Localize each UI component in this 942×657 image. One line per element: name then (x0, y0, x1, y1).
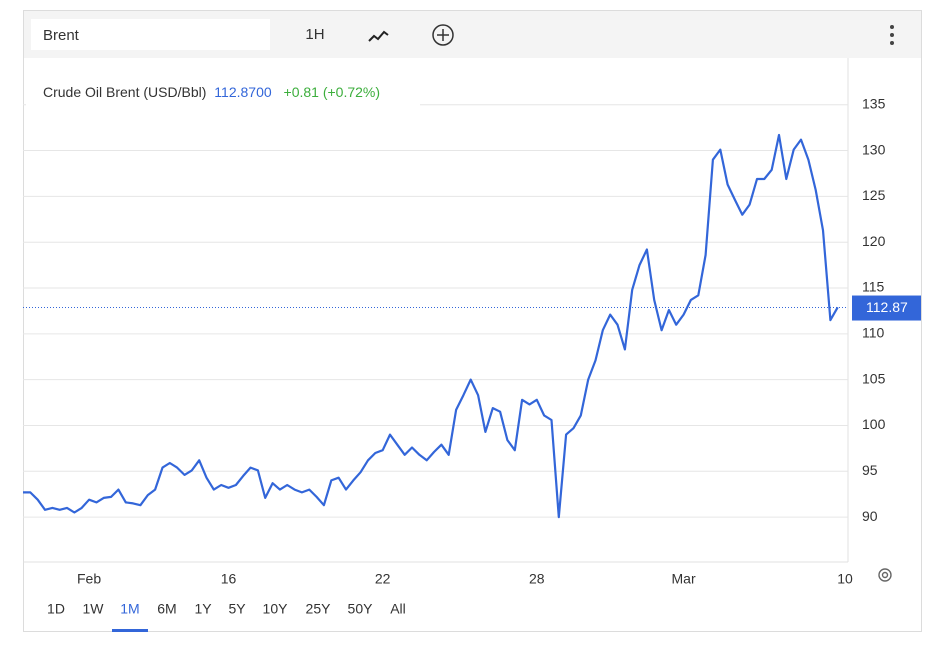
y-tick-label: 90 (862, 508, 878, 524)
price-tag-label: 112.87 (866, 299, 908, 315)
x-tick-label: 22 (375, 571, 391, 587)
y-tick-label: 110 (862, 325, 885, 341)
price-line (23, 133, 839, 519)
y-tick-label: 115 (862, 279, 885, 295)
settings-icon[interactable] (878, 568, 892, 582)
x-tick-label: Mar (672, 571, 696, 587)
range-buttons: 1D 1W 1M 6M 1Y 5Y 10Y 25Y 50Y All (47, 601, 406, 632)
price-tag (852, 295, 921, 321)
x-tick-label: 16 (221, 571, 237, 587)
y-tick-label: 105 (862, 370, 886, 386)
menu-icon[interactable] (890, 25, 894, 45)
x-tick-label: 10 (837, 571, 853, 587)
range-button[interactable]: 5Y (228, 601, 246, 617)
x-tick-label: 28 (529, 571, 545, 587)
range-button[interactable]: 1D (47, 601, 65, 617)
range-button[interactable]: 1Y (194, 601, 212, 617)
x-tick-label: Feb (77, 571, 101, 587)
range-button[interactable]: 1M (120, 601, 139, 617)
range-button[interactable]: 25Y (306, 601, 332, 617)
frame (23, 10, 922, 632)
y-tick-label: 95 (862, 462, 878, 478)
y-tick-label: 130 (862, 141, 886, 157)
y-tick-label: 135 (862, 95, 886, 111)
range-button[interactable]: All (390, 601, 406, 617)
last-price: 112.8700 (214, 84, 272, 100)
range-button[interactable]: 10Y (263, 601, 289, 617)
range-button[interactable]: 6M (157, 601, 176, 617)
instrument-name: Crude Oil Brent (USD/Bbl) (43, 84, 206, 100)
y-tick-label: 125 (862, 187, 886, 203)
interval-button[interactable]: 1H (305, 26, 324, 43)
range-button[interactable]: 50Y (348, 601, 374, 617)
y-tick-label: 100 (862, 416, 886, 432)
search-text[interactable]: Brent (43, 27, 80, 44)
search-box[interactable] (31, 19, 270, 50)
compare-icon[interactable] (432, 24, 454, 46)
range-button[interactable]: 1W (83, 601, 105, 617)
price-change: +0.81 (+0.72%) (284, 84, 381, 100)
range-underline (112, 629, 148, 632)
y-tick-label: 120 (862, 233, 886, 249)
legend: Crude Oil Brent (USD/Bbl) 112.8700 +0.81… (43, 84, 380, 100)
chart-type-icon[interactable] (368, 30, 389, 42)
legend-bg (26, 78, 420, 106)
